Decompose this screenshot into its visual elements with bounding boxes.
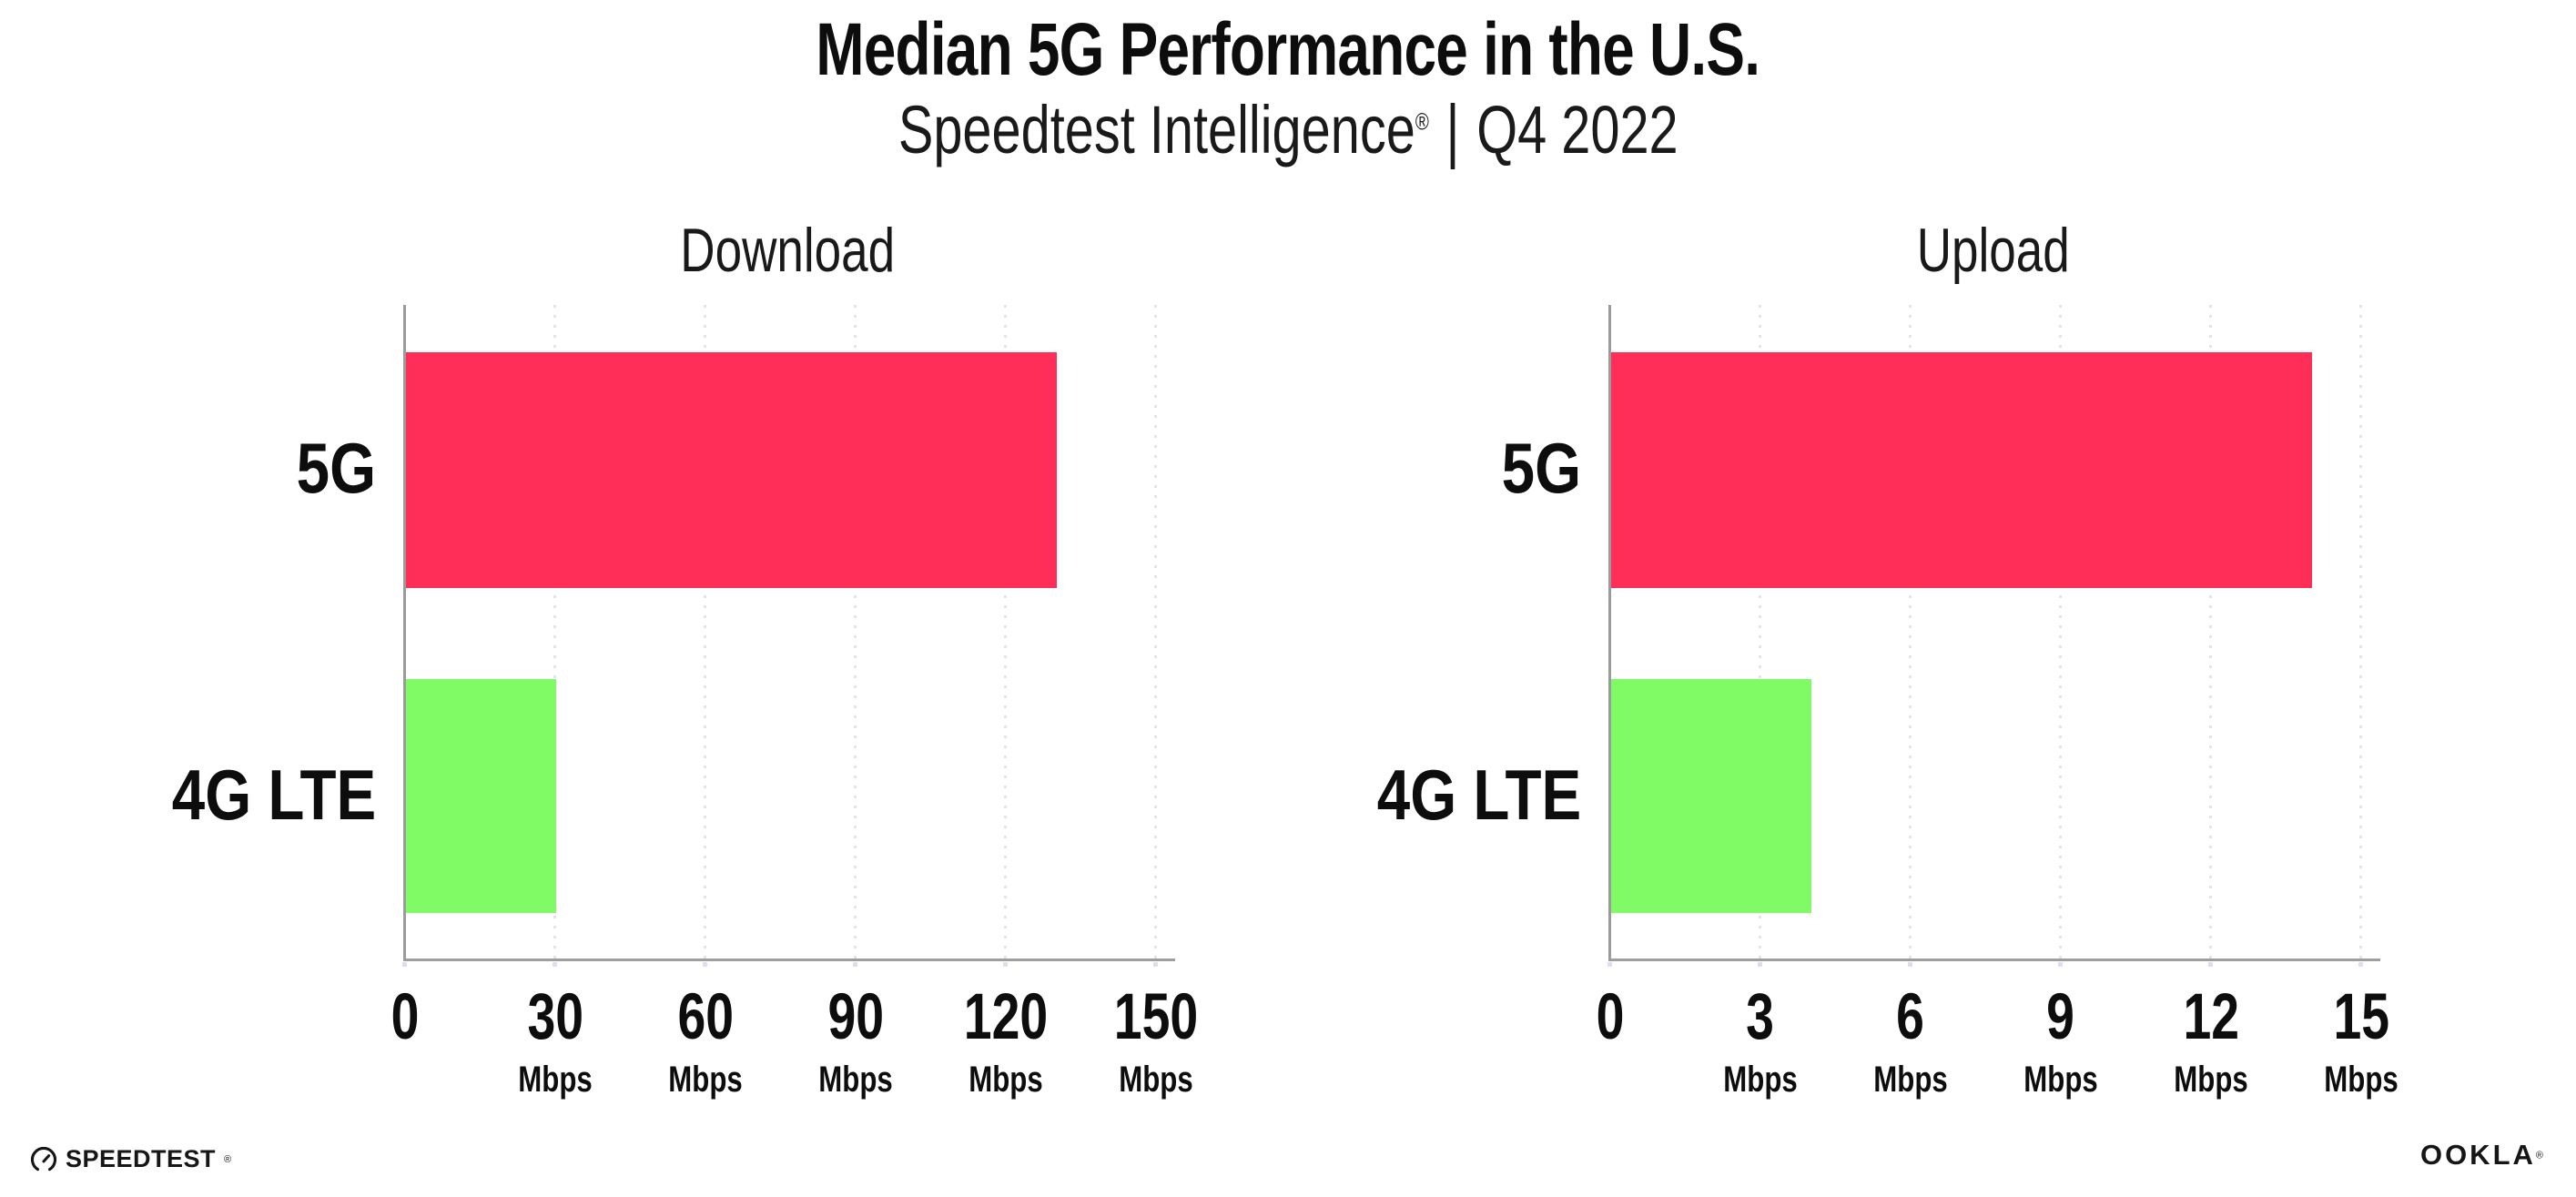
subtitle-separator: | (1445, 89, 1460, 170)
axis-tick-30: 30 Mbps (508, 985, 603, 1098)
gridline (704, 305, 706, 959)
tick-unit: Mbps (518, 1060, 593, 1100)
upload-plot-row: 5G 4G LTE (1344, 305, 2419, 967)
gridline (1909, 305, 1912, 959)
tick-value: 90 (827, 981, 884, 1053)
download-value-axis: 0 30 Mbps 60 Mbps 90 Mbps 120 Mbps 150 M… (391, 985, 1199, 1121)
upload-chart-title-text: Upload (1916, 216, 2070, 285)
category-label-4g-lte-text: 4G LTE (1376, 755, 1581, 835)
category-label-5g: 5G (281, 427, 376, 509)
upload-value-axis: 0 3 Mbps 6 Mbps 9 Mbps 12 Mbps 15 Mbps (1597, 985, 2399, 1121)
tick-mark (1758, 962, 1762, 967)
category-label-4g-lte: 4G LTE (1338, 754, 1581, 836)
registered-mark: ® (224, 1153, 232, 1165)
tick-mark (553, 962, 557, 967)
tick-value: 0 (1596, 981, 1625, 1053)
tick-value: 12 (2183, 981, 2239, 1053)
bar-4g-lte-upload (1611, 679, 1811, 913)
download-category-axis: 5G 4G LTE (139, 305, 403, 961)
axis-tick-3: 3 Mbps (1713, 985, 1808, 1098)
tick-unit: Mbps (2324, 1060, 2399, 1100)
tick-mark (1003, 962, 1008, 967)
speedtest-gauge-icon (30, 1146, 57, 1171)
download-chart: Download 5G 4G LTE (139, 218, 1213, 1138)
registered-mark: ® (1415, 107, 1429, 136)
category-label-5g-text: 5G (296, 428, 376, 508)
tick-unit: Mbps (969, 1060, 1043, 1100)
gridline (1004, 305, 1007, 959)
download-chart-title: Download (403, 218, 1172, 305)
axis-tick-9: 9 Mbps (2013, 985, 2108, 1098)
tick-value: 60 (677, 981, 734, 1053)
gridline (1759, 305, 1761, 959)
tick-mark (2208, 962, 2213, 967)
tick-mark (1908, 962, 1912, 967)
upload-category-axis: 5G 4G LTE (1344, 305, 1608, 961)
category-label-4g-lte-text: 4G LTE (171, 755, 376, 835)
tick-mark (402, 962, 407, 967)
page-title-text: Median 5G Performance in the U.S. (816, 8, 1761, 91)
axis-tick-12: 12 Mbps (2164, 985, 2258, 1098)
gridline (553, 305, 556, 959)
axis-tick-15: 15 Mbps (2314, 985, 2409, 1098)
tick-value: 0 (390, 981, 420, 1053)
axis-tick-150: 150 Mbps (1102, 985, 1210, 1098)
tick-mark (853, 962, 857, 967)
subtitle-brand: Speedtest Intelligence (898, 92, 1415, 167)
category-label-4g-lte: 4G LTE (133, 754, 376, 836)
download-chart-title-text: Download (680, 216, 896, 285)
axis-tick-90: 90 Mbps (808, 985, 903, 1098)
tick-unit: Mbps (1873, 1060, 1948, 1100)
gridline (854, 305, 857, 959)
registered-mark: ® (2535, 1150, 2543, 1161)
tick-value: 9 (2046, 981, 2075, 1053)
tick-mark (1607, 962, 1612, 967)
page-title: Median 5G Performance in the U.S. (0, 0, 2576, 87)
upload-chart-title: Upload (1608, 218, 2378, 305)
axis-tick-0: 0 (1592, 985, 1628, 1098)
tick-value: 150 (1113, 981, 1199, 1053)
speedtest-logo: SPEEDTEST ® (30, 1145, 231, 1173)
tick-value: 6 (1896, 981, 1925, 1053)
ookla-logo-text: OOKLA (2419, 1139, 2536, 1171)
tick-value: 15 (2333, 981, 2389, 1053)
tick-mark (2358, 962, 2363, 967)
gridline (1154, 305, 1157, 959)
speedtest-logo-text: SPEEDTEST (66, 1145, 217, 1172)
tick-mark (1153, 962, 1158, 967)
subtitle-period: Q4 2022 (1476, 92, 1678, 167)
tick-mark (703, 962, 707, 967)
page-subtitle-text: Speedtest Intelligence® | Q4 2022 (898, 89, 1678, 170)
upload-chart: Upload 5G 4G LTE (1344, 218, 2419, 1138)
axis-tick-6: 6 Mbps (1863, 985, 1958, 1098)
category-label-5g: 5G (1486, 427, 1581, 509)
tick-unit: Mbps (668, 1060, 743, 1100)
gridline (2209, 305, 2212, 959)
header: Median 5G Performance in the U.S. Speedt… (0, 0, 2576, 170)
category-label-5g-text: 5G (1501, 428, 1581, 508)
axis-tick-120: 120 Mbps (952, 985, 1060, 1098)
gridline (2359, 305, 2362, 959)
ookla-logo: OOKLA® (2420, 1139, 2543, 1172)
tick-mark (2058, 962, 2063, 967)
tick-value: 3 (1746, 981, 1775, 1053)
tick-unit: Mbps (1723, 1060, 1798, 1100)
bar-4g-lte-download (406, 679, 556, 913)
upload-plot-area (1607, 305, 2380, 967)
page-subtitle: Speedtest Intelligence® | Q4 2022 (0, 89, 2576, 170)
axis-tick-0: 0 (387, 985, 423, 1098)
gridline (2059, 305, 2062, 959)
download-plot-row: 5G 4G LTE (139, 305, 1213, 967)
tick-unit: Mbps (2174, 1060, 2248, 1100)
tick-unit: Mbps (818, 1060, 893, 1100)
download-plot-area (402, 305, 1175, 967)
tick-unit: Mbps (2023, 1060, 2098, 1100)
tick-unit: Mbps (1119, 1060, 1193, 1100)
axis-tick-60: 60 Mbps (658, 985, 753, 1098)
bar-5g-download (406, 352, 1057, 588)
tick-value: 120 (963, 981, 1049, 1053)
bar-5g-upload (1611, 352, 2312, 588)
tick-value: 30 (527, 981, 583, 1053)
